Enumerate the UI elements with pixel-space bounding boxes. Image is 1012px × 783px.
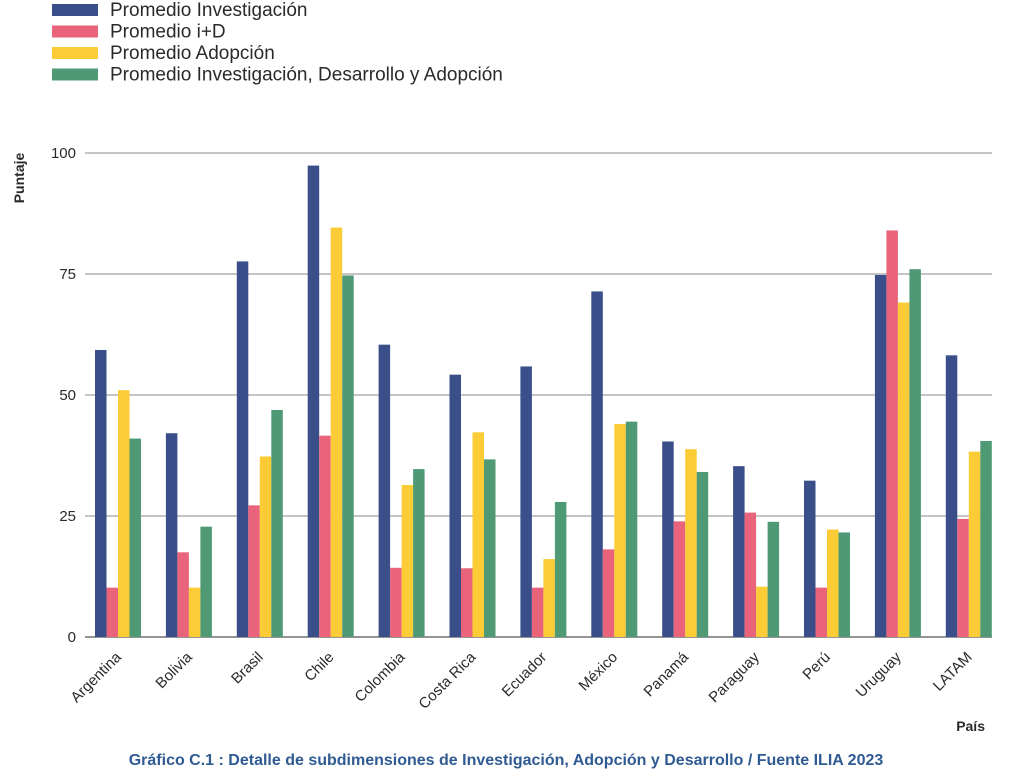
x-tick-label-12: LATAM (930, 649, 976, 695)
bar-méxico-series-1 (602, 549, 615, 637)
x-tick-label-7: México (576, 649, 622, 695)
bar-latam-series-1 (957, 518, 969, 637)
bar-latam-series-2 (968, 451, 981, 637)
bar-paraguay-series-0 (733, 466, 745, 637)
bar-chile-series-0 (307, 165, 320, 638)
x-tick-label-5: Costa Rica (415, 648, 479, 712)
bars (95, 165, 992, 638)
y-tick-label-0: 0 (68, 629, 76, 646)
legend-label-2: Promedio Adopción (110, 43, 275, 64)
bar-bolivia-series-2 (188, 587, 201, 637)
bar-uruguay-series-2 (897, 302, 910, 637)
bar-argentina-series-3 (129, 438, 141, 637)
bar-ecuador-series-0 (520, 366, 532, 637)
bar-ecuador-series-1 (531, 587, 544, 637)
bar-brasil-series-3 (271, 410, 283, 637)
bar-panamá-series-0 (662, 441, 674, 637)
bar-chile-series-3 (342, 275, 354, 637)
bar-perú-series-3 (838, 532, 850, 637)
bar-argentina-series-2 (118, 390, 130, 637)
legend-label-1: Promedio i+D (110, 22, 226, 43)
figure-caption: Gráfico C.1 : Detalle de subdimensiones … (128, 752, 884, 769)
x-tick-label-9: Paraguay (705, 648, 763, 706)
x-tick-label-0: Argentina (67, 648, 125, 706)
grid-lines (85, 152, 992, 638)
bar-argentina-series-0 (95, 349, 107, 637)
bar-costa-rica-series-1 (461, 568, 473, 637)
bar-bolivia-series-1 (177, 552, 189, 637)
bar-panamá-series-1 (673, 521, 686, 637)
legend-label-0: Promedio Investigación (110, 0, 308, 21)
bar-uruguay-series-0 (874, 274, 887, 637)
bar-chile-series-1 (319, 435, 331, 637)
bar-bolivia-series-0 (165, 433, 178, 637)
bar-perú-series-2 (827, 529, 839, 637)
bar-costa-rica-series-2 (472, 432, 484, 637)
x-tick-label-6: Ecuador (499, 649, 551, 701)
y-tick-label-50: 50 (59, 387, 76, 404)
bar-colombia-series-1 (390, 567, 402, 637)
bar-brasil-series-0 (236, 261, 249, 637)
y-tick-label-25: 25 (59, 508, 76, 525)
bar-panamá-series-3 (696, 471, 709, 637)
bar-paraguay-series-2 (756, 586, 768, 637)
legend-label-3: Promedio Investigación, Desarrollo y Ado… (110, 65, 503, 86)
x-tick-label-2: Brasil (228, 649, 267, 688)
bar-colombia-series-0 (378, 344, 391, 637)
bar-paraguay-series-1 (744, 512, 757, 637)
bar-costa-rica-series-3 (484, 459, 496, 637)
legend-swatch-3 (52, 68, 98, 81)
bar-bolivia-series-3 (200, 526, 212, 637)
x-tick-label-3: Chile (301, 649, 337, 685)
bar-paraguay-series-3 (767, 521, 780, 637)
bar-chile-series-2 (330, 227, 343, 637)
bar-uruguay-series-1 (886, 230, 898, 637)
bar-brasil-series-2 (259, 456, 272, 637)
bar-méxico-series-3 (625, 421, 638, 637)
bar-panamá-series-2 (685, 449, 697, 637)
x-tick-label-4: Colombia (352, 648, 409, 705)
bar-latam-series-3 (980, 440, 992, 637)
y-axis-title: Puntaje (11, 153, 27, 204)
bar-ecuador-series-3 (554, 501, 567, 637)
y-tick-label-100: 100 (51, 145, 76, 162)
x-axis-ticks: Argentina Bolivia Brasil Chile Colombia Costa… (67, 648, 975, 712)
bar-perú-series-0 (804, 480, 816, 637)
bar-brasil-series-1 (248, 505, 260, 637)
bar-perú-series-1 (815, 587, 827, 637)
legend-swatch-0 (52, 4, 98, 16)
legend-swatch-1 (52, 25, 98, 38)
bar-argentina-series-1 (106, 587, 118, 637)
y-axis-ticks: 0 25 50 75 100 (51, 145, 76, 646)
bar-colombia-series-3 (413, 469, 425, 637)
legend-swatch-2 (52, 47, 98, 59)
bar-colombia-series-2 (401, 485, 414, 637)
bar-méxico-series-2 (614, 424, 626, 637)
bar-uruguay-series-3 (909, 269, 921, 637)
bar-latam-series-0 (945, 355, 958, 637)
bar-ecuador-series-2 (543, 559, 555, 637)
x-axis-title: País (956, 718, 985, 734)
x-tick-label-10: Perú (799, 649, 833, 683)
y-tick-label-75: 75 (59, 266, 76, 283)
bar-costa-rica-series-0 (449, 374, 461, 637)
x-tick-label-1: Bolivia (152, 648, 196, 692)
bar-méxico-series-0 (591, 291, 603, 637)
x-tick-label-8: Panamá (640, 648, 692, 700)
x-tick-label-11: Uruguay (853, 648, 905, 700)
